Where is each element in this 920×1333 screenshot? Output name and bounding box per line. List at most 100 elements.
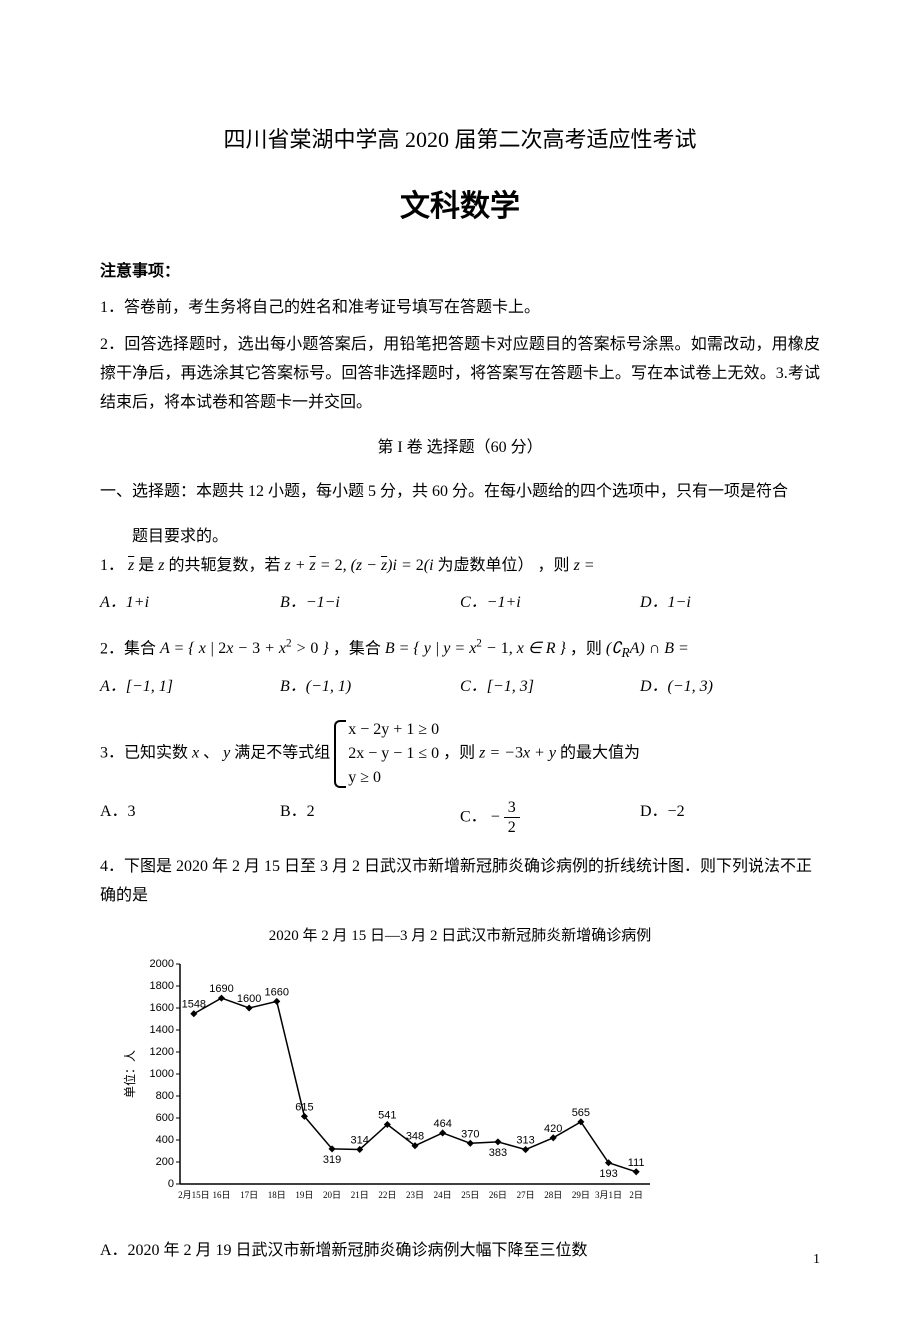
school-title: 四川省棠湖中学高 2020 届第二次高考适应性考试 xyxy=(100,120,820,160)
svg-text:28日: 28日 xyxy=(544,1190,562,1200)
svg-text:29日: 29日 xyxy=(572,1190,590,1200)
q3-system: x − 2y + 1 ≥ 0 2x − y − 1 ≤ 0 y ≥ 0 xyxy=(334,718,439,790)
line-chart: 0 200 400 600 800 1000 1200 1400 1600 1800 2000 单位：… xyxy=(120,954,660,1214)
q1-prefix: 1． xyxy=(100,557,124,574)
question-3: 3．已知实数 x 、 y 满足不等式组 x − 2y + 1 ≥ 0 2x − … xyxy=(100,718,820,790)
q1-t2: 的共轭复数，若 xyxy=(169,557,285,574)
q3-options: A．3 B．2 C． − 3 2 D．−2 xyxy=(100,798,820,837)
question-4: 4．下图是 2020 年 2 月 15 日至 3 月 2 日武汉市新增新冠肺炎确… xyxy=(100,853,820,911)
q2-t1: ，集合 xyxy=(333,640,385,657)
q1-options: A．1+i B．−1−i C．−1+i D．1−i xyxy=(100,589,820,618)
svg-text:565: 565 xyxy=(572,1107,590,1119)
svg-text:1800: 1800 xyxy=(150,980,174,992)
svg-text:3月1日: 3月1日 xyxy=(595,1190,622,1200)
q2-setA: A = { x | 2x − 3 + x2 > 0 } xyxy=(160,640,329,657)
q1-formula: z + z = 2, (z − z)i = 2(i xyxy=(285,557,434,574)
chart-title: 2020 年 2 月 15 日—3 月 2 日武汉市新冠肺炎新增确诊病例 xyxy=(100,923,820,950)
svg-text:18日: 18日 xyxy=(268,1190,286,1200)
notice-2: 2．回答选择题时，选出每小题答案后，用铅笔把答题卡对应题目的答案标号涂黑。如需改… xyxy=(100,331,820,417)
svg-text:2月15日: 2月15日 xyxy=(178,1190,210,1200)
svg-text:383: 383 xyxy=(489,1147,507,1159)
question-2: 2．集合 A = { x | 2x − 3 + x2 > 0 } ，集合 B =… xyxy=(100,634,820,666)
q1-zbar: z xyxy=(128,557,134,574)
q2-option-d: D．(−1, 3) xyxy=(640,673,820,702)
svg-text:1200: 1200 xyxy=(150,1046,174,1058)
q2-option-b: B．(−1, 1) xyxy=(280,673,460,702)
svg-text:319: 319 xyxy=(323,1154,341,1166)
q3-sys2: 2x − y − 1 ≤ 0 xyxy=(348,742,439,766)
q3-t4: 的最大值为 xyxy=(560,745,640,762)
svg-text:2日: 2日 xyxy=(629,1190,643,1200)
svg-text:21日: 21日 xyxy=(351,1190,369,1200)
svg-text:27日: 27日 xyxy=(517,1190,535,1200)
svg-text:541: 541 xyxy=(378,1109,396,1121)
notice-1: 1．答卷前，考生务将自己的姓名和准考证号填写在答题卡上。 xyxy=(100,294,820,323)
svg-text:800: 800 xyxy=(156,1090,174,1102)
q3-t3: ，则 xyxy=(443,745,479,762)
svg-text:16日: 16日 xyxy=(212,1190,230,1200)
q1-zeq: z = xyxy=(574,557,595,574)
svg-text:1000: 1000 xyxy=(150,1068,174,1080)
q1-option-d: D．1−i xyxy=(640,589,820,618)
q3-optc-den: 2 xyxy=(504,818,520,837)
svg-text:111: 111 xyxy=(628,1157,645,1169)
svg-text:314: 314 xyxy=(351,1134,369,1146)
q3-t1: 、 xyxy=(203,745,219,762)
svg-text:1600: 1600 xyxy=(150,1002,174,1014)
section-instruction: 一、选择题：本题共 12 小题，每小题 5 分，共 60 分。在每小题给的四个选… xyxy=(100,478,820,507)
svg-text:1660: 1660 xyxy=(265,986,289,998)
section-title: 第 I 卷 选择题（60 分） xyxy=(100,434,820,463)
svg-text:24日: 24日 xyxy=(434,1190,452,1200)
svg-text:19日: 19日 xyxy=(295,1190,313,1200)
svg-text:25日: 25日 xyxy=(461,1190,479,1200)
svg-text:420: 420 xyxy=(544,1123,562,1135)
svg-text:2000: 2000 xyxy=(150,958,174,970)
q2-option-a: A．[−1, 1] xyxy=(100,673,280,702)
svg-text:464: 464 xyxy=(433,1118,451,1130)
q1-z: z xyxy=(158,557,164,574)
page-number: 1 xyxy=(813,1247,820,1272)
svg-text:23日: 23日 xyxy=(406,1190,424,1200)
q4-option-a: A．2020 年 2 月 19 日武汉市新增新冠肺炎确诊病例大幅下降至三位数 xyxy=(100,1237,820,1266)
q3-sys3: y ≥ 0 xyxy=(348,766,439,790)
svg-text:400: 400 xyxy=(156,1134,174,1146)
q3-option-b: B．2 xyxy=(280,798,460,837)
q3-t2: 满足不等式组 xyxy=(234,745,334,762)
q2-option-c: C．[−1, 3] xyxy=(460,673,640,702)
q1-option-a: A．1+i xyxy=(100,589,280,618)
svg-text:370: 370 xyxy=(461,1128,479,1140)
svg-text:20日: 20日 xyxy=(323,1190,341,1200)
svg-text:193: 193 xyxy=(599,1168,617,1180)
svg-text:单位：人: 单位：人 xyxy=(122,1050,137,1098)
q2-setB: B = { y | y = x2 − 1, x ∈ R } xyxy=(385,640,566,657)
svg-text:1400: 1400 xyxy=(150,1024,174,1036)
q1-t1: 是 xyxy=(138,557,158,574)
q3-optc-frac: 3 2 xyxy=(504,798,520,837)
q1-t4: ，则 xyxy=(538,557,574,574)
q3-z: z = −3x + y xyxy=(479,745,556,762)
svg-text:200: 200 xyxy=(156,1156,174,1168)
q1-option-c: C．−1+i xyxy=(460,589,640,618)
q3-option-c: C． − 3 2 xyxy=(460,798,640,837)
q1-t3: 为虚数单位） xyxy=(438,557,534,574)
q2-prefix: 2．集合 xyxy=(100,640,160,657)
svg-text:600: 600 xyxy=(156,1112,174,1124)
svg-text:22日: 22日 xyxy=(378,1190,396,1200)
svg-text:26日: 26日 xyxy=(489,1190,507,1200)
q3-option-a: A．3 xyxy=(100,798,280,837)
notice-label: 注意事项： xyxy=(100,258,820,287)
q3-option-d: D．−2 xyxy=(640,798,820,837)
subject-title: 文科数学 xyxy=(100,180,820,234)
svg-text:348: 348 xyxy=(406,1131,424,1143)
chart-container: 0 200 400 600 800 1000 1200 1400 1600 1800 2000 单位：… xyxy=(120,954,820,1225)
q3-optc-num: 3 xyxy=(504,798,520,818)
q3-optc-neg: − xyxy=(491,808,500,825)
q2-expr: (∁RA) ∩ B = xyxy=(606,640,689,657)
svg-text:0: 0 xyxy=(168,1178,174,1190)
q3-optc-label: C． xyxy=(460,808,487,825)
svg-text:1690: 1690 xyxy=(209,983,233,995)
svg-text:1548: 1548 xyxy=(182,999,206,1011)
q3-y: y xyxy=(223,745,230,762)
question-1: 1． z 是 z 的共轭复数，若 z + z = 2, (z − z)i = 2… xyxy=(100,552,820,581)
q3-prefix: 3．已知实数 xyxy=(100,745,192,762)
